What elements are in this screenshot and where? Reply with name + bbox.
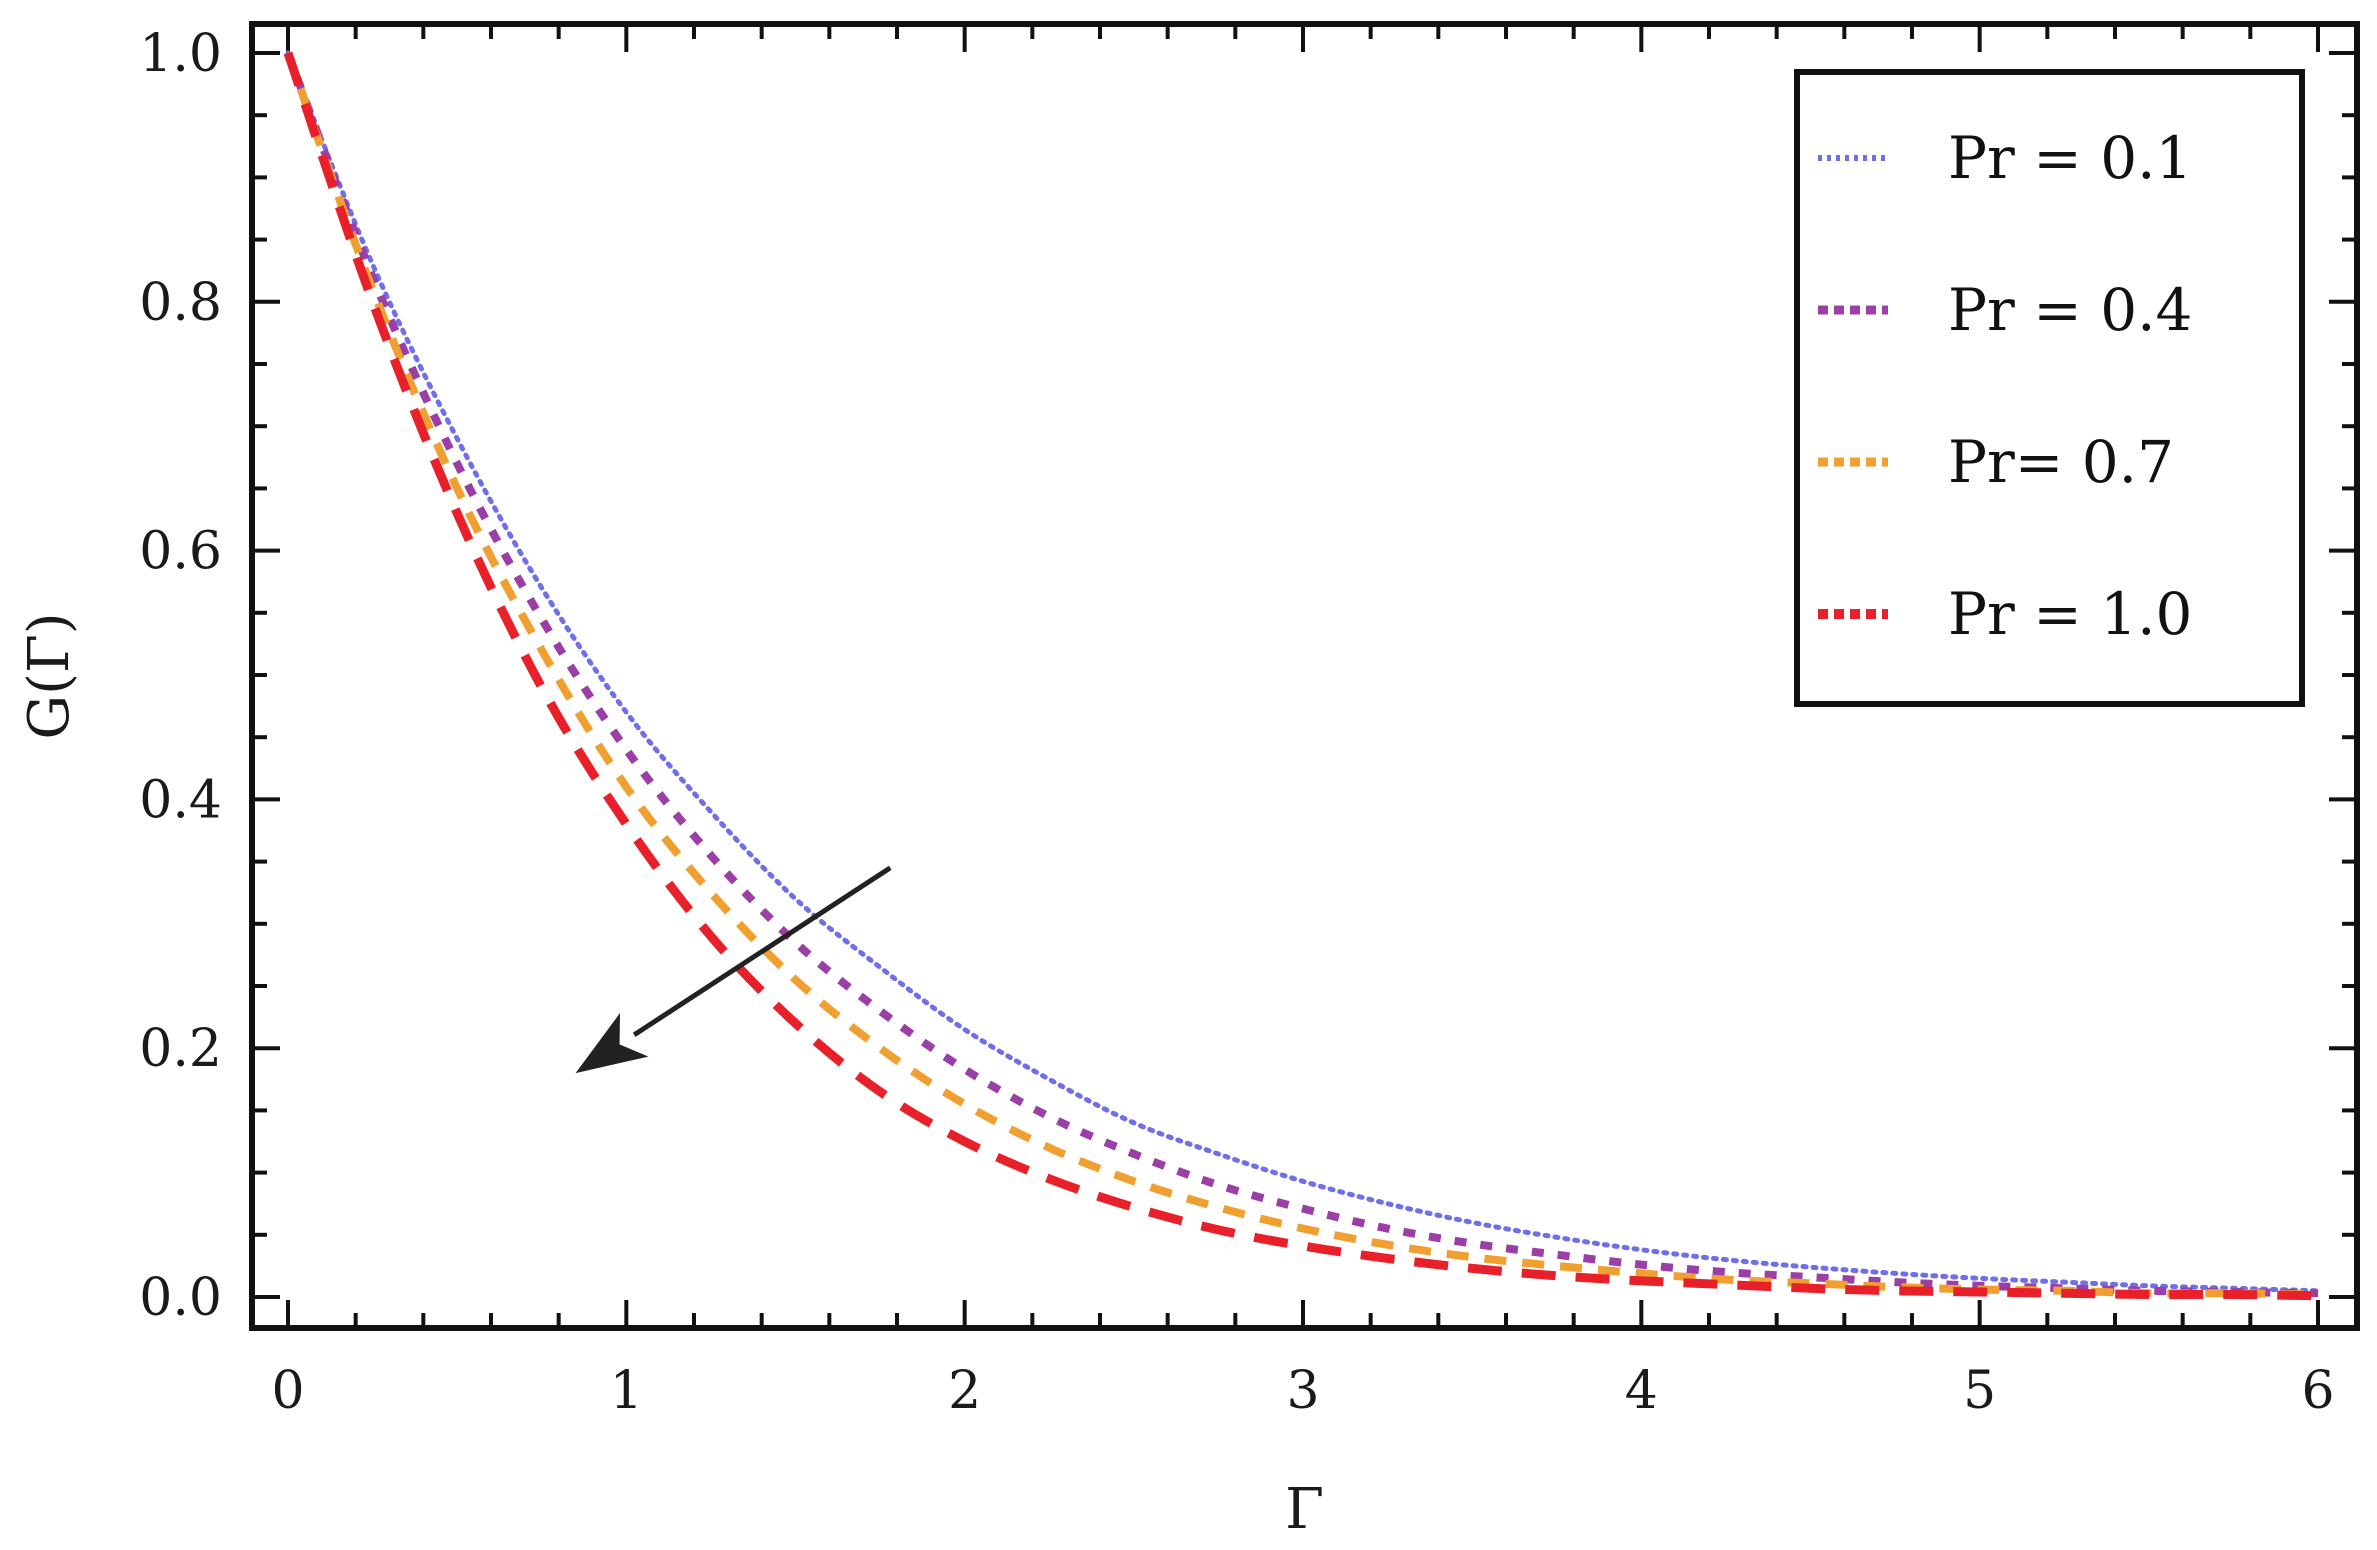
legend-label-3: Pr= 0.7 <box>1948 428 2174 496</box>
x-tick-label: 1 <box>610 1361 643 1421</box>
x-tick-label: 2 <box>948 1361 981 1421</box>
x-tick-label: 6 <box>2301 1361 2334 1421</box>
ticks-layer: 0 1 2 3 4 5 6 0.0 0.2 0.4 0.6 0.8 1.0 <box>139 24 2357 1421</box>
y-tick-label: 0.8 <box>139 273 222 333</box>
y-tick-label: 0.2 <box>139 1019 222 1079</box>
legend-label-2: Pr = 0.4 <box>1948 276 2192 344</box>
annotation-layer <box>575 865 892 1074</box>
x-tick-label: 4 <box>1625 1361 1658 1421</box>
x-tick-label: 0 <box>271 1361 304 1421</box>
series-layer <box>283 50 2321 1301</box>
legend-label-4: Pr = 1.0 <box>1948 580 2192 648</box>
series-line-1 <box>285 50 2321 1294</box>
plot-frame <box>249 21 2360 1331</box>
x-tick-label: 5 <box>1963 1361 1996 1421</box>
legend-label-1: Pr = 0.1 <box>1948 124 2192 192</box>
legend-box <box>1794 69 2305 707</box>
x-axis-label: Γ <box>1285 1477 1324 1542</box>
series-line-4 <box>283 51 2319 1301</box>
arrow-head <box>575 1013 649 1074</box>
x-tick-label: 3 <box>1286 1361 1319 1421</box>
y-axis-label: G(Γ) <box>17 612 82 739</box>
legend: Pr = 0.1 Pr = 0.4 Pr= 0.7 Pr = 1.0 <box>1794 69 2305 707</box>
series-line-2 <box>284 51 2319 1298</box>
y-tick-label: 0.6 <box>139 522 222 582</box>
arrow-shaft <box>632 865 892 1037</box>
y-tick-label: 1.0 <box>139 24 222 84</box>
y-tick-label: 0.4 <box>139 770 222 830</box>
y-tick-label: 0.0 <box>139 1268 222 1328</box>
